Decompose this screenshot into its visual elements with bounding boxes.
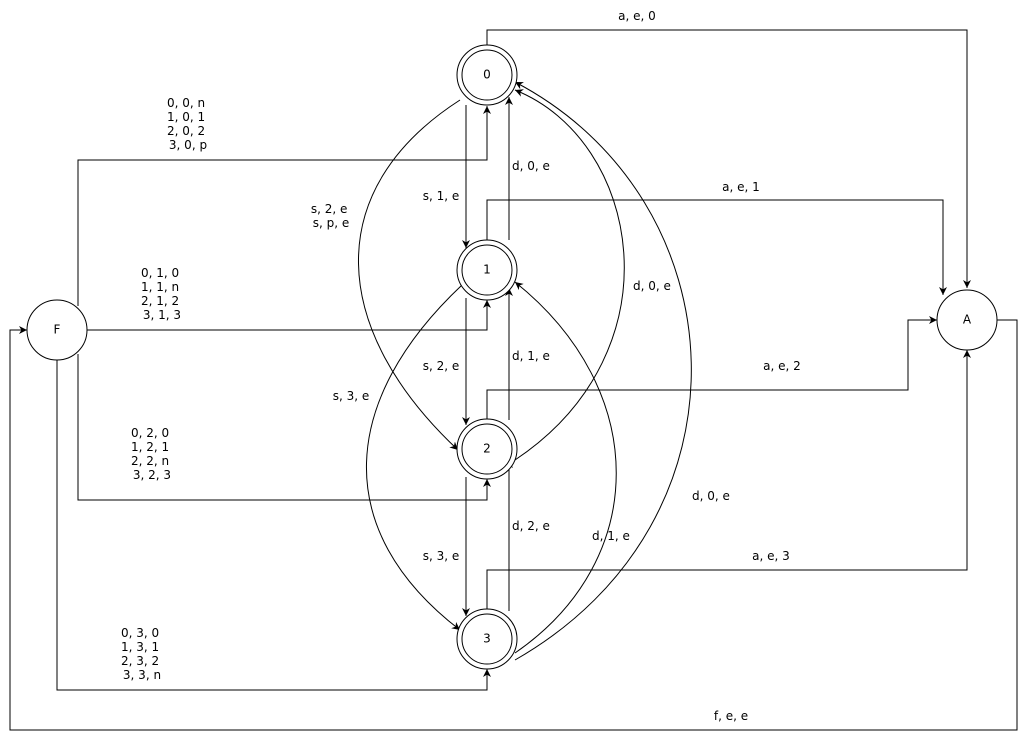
label-s2-to-A: a, e, 2 (763, 359, 801, 373)
label-F-to-s2: 0, 2, 0 1, 2, 1 2, 2, n 3, 2, 3 (131, 426, 173, 482)
edge-s3-to-s1 (514, 281, 617, 654)
edge-s2-to-s0 (514, 89, 625, 461)
label-s2-to-s1: d, 1, e (512, 349, 550, 363)
label-s3-to-s0: d, 0, e (692, 489, 730, 503)
edge-s0-to-s2 (358, 99, 461, 451)
node-F[interactable]: F (26, 299, 88, 361)
edge-F-to-s3 (56, 360, 491, 691)
label-F-to-s0: 0, 0, n 1, 0, 1 2, 0, 2 3, 0, p (167, 96, 209, 152)
edge-s1-to-A (486, 199, 947, 295)
label-s0-to-s2: s, 2, e s, p, e (311, 202, 351, 230)
label-s3-to-s2: d, 2, e (512, 519, 550, 533)
edge-F-to-s1 (87, 300, 491, 331)
edge-F-to-s2 (77, 354, 491, 501)
edge-s3-to-s0 (514, 81, 692, 661)
node-state-1-label: 1 (483, 263, 491, 277)
edge-s1-to-s3 (366, 284, 463, 631)
label-F-to-s3: 0, 3, 0 1, 3, 1 2, 3, 2 3, 3, n (121, 626, 163, 682)
node-state-0-label: 0 (483, 68, 491, 82)
edges (9, 29, 1018, 731)
label-A-to-F: f, e, e (714, 709, 748, 723)
node-A-label: A (963, 313, 972, 327)
node-state-2-label: 2 (483, 442, 491, 456)
node-state-1[interactable]: 1 (456, 239, 518, 301)
node-F-label: F (54, 323, 61, 337)
node-state-2[interactable]: 2 (456, 418, 518, 480)
node-state-3-label: 3 (483, 632, 491, 646)
edge-s2-to-A (486, 316, 937, 420)
label-s1-to-s2: s, 2, e (423, 359, 460, 373)
label-s0-to-s1: s, 1, e (423, 189, 460, 203)
label-s0-to-A: a, e, 0 (618, 9, 656, 23)
edge-s0-to-A (486, 29, 971, 288)
node-A[interactable]: A (936, 289, 998, 351)
label-s1-to-s3: s, 3, e (333, 389, 370, 403)
node-state-0[interactable]: 0 (456, 44, 518, 106)
label-s1-to-s0: d, 0, e (512, 159, 550, 173)
label-s1-to-A: a, e, 1 (722, 180, 760, 194)
edge-A-to-F (9, 319, 1018, 731)
label-F-to-s1: 0, 1, 0 1, 1, n 2, 1, 2 3, 1, 3 (141, 266, 183, 322)
edge-F-to-s0 (77, 106, 491, 306)
edge-s3-to-A (486, 350, 971, 610)
label-s3-to-s1: d, 1, e (592, 529, 630, 543)
label-s2-to-s3: s, 3, e (423, 549, 460, 563)
edge-labels: a, e, 0 a, e, 1 a, e, 2 a, e, 3 f, e, e … (121, 9, 801, 723)
label-s3-to-A: a, e, 3 (752, 549, 790, 563)
label-s2-to-s0: d, 0, e (633, 279, 671, 293)
nodes: 0 1 2 3 F A (26, 44, 998, 670)
node-state-3[interactable]: 3 (456, 608, 518, 670)
